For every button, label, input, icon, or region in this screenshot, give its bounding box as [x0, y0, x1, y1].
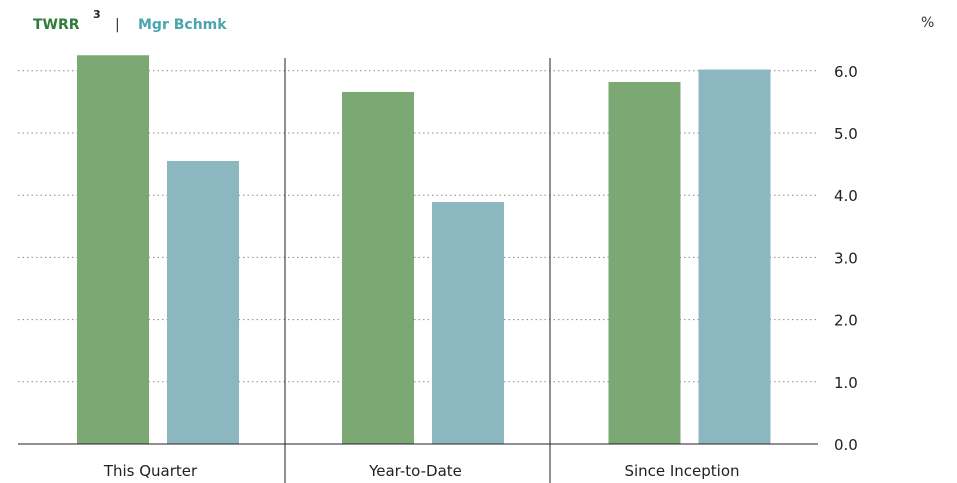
- bar-bchmk-1: [432, 202, 504, 444]
- y-tick-label: 5.0: [834, 125, 858, 143]
- bar-twrr-0: [77, 55, 149, 444]
- category-label: Year-to-Date: [368, 462, 462, 480]
- category-label: Since Inception: [624, 462, 739, 480]
- legend-separator: |: [115, 17, 120, 33]
- bar-bchmk-2: [698, 69, 771, 444]
- y-tick-label: 6.0: [834, 63, 858, 81]
- bar-bchmk-0: [167, 160, 239, 445]
- bar-twrr-2: [608, 81, 681, 444]
- y-tick-label: 4.0: [834, 187, 858, 205]
- legend-bchmk-label: Mgr Bchmk: [138, 17, 227, 33]
- bar-twrr-1: [342, 91, 414, 444]
- y-tick-label: 3.0: [834, 249, 858, 267]
- y-tick-label: 2.0: [834, 312, 858, 330]
- y-tick-label: 1.0: [834, 374, 858, 392]
- legend-twrr-footnote: 3: [93, 8, 101, 21]
- y-axis-unit-label: %: [921, 15, 935, 31]
- category-label: This Quarter: [103, 462, 198, 480]
- y-tick-label: 0.0: [834, 436, 858, 454]
- legend-twrr-label: TWRR: [33, 17, 80, 33]
